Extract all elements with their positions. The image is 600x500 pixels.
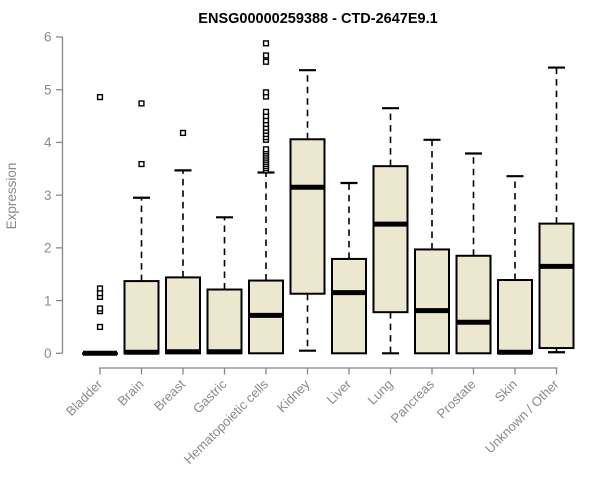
box-group-skin [497,175,533,355]
x-tick-label-liver: Liver [324,376,355,407]
chart-title: ENSG00000259388 - CTD-2647E9.1 [198,11,437,27]
outlier-point [96,285,104,292]
y-tick-label: 3 [44,188,52,203]
x-tick-label-unknown-other: Unknown / Other [482,376,562,456]
iqr-box [289,138,326,295]
iqr-box [331,257,367,355]
outlier-point [96,93,104,101]
outlier-point [96,323,104,331]
iqr-box [455,254,492,355]
y-tick-label: 0 [44,346,52,361]
box-group-lung [372,107,409,355]
x-tick-label-brain: Brain [115,377,147,409]
outlier-point [138,100,145,107]
outlier-point [96,305,104,312]
iqr-box [123,280,160,355]
x-tick-label-prostate: Prostate [434,377,479,422]
outlier-point [262,52,270,59]
iqr-box [206,288,243,355]
box-group-breast [165,129,201,355]
y-tick-label: 6 [44,30,52,45]
iqr-box [165,276,201,355]
iqr-box [414,248,450,355]
box-group-brain [123,100,160,355]
x-tick-label-pancreas: Pancreas [388,376,438,426]
box-group-unknown-other [538,66,575,354]
x-tick-label-lung: Lung [365,377,396,408]
outlier-point [262,58,270,65]
box-group-prostate [455,152,492,355]
box-group-gastric [206,216,243,355]
iqr-box [538,222,575,350]
box-group-hematopoietic-cells [248,40,284,355]
outlier-point [138,160,145,168]
y-axis-label: Expression [4,163,19,230]
outlier-point [179,129,187,137]
y-tick-label: 2 [44,241,52,256]
y-tick-label: 1 [44,293,52,308]
x-tick-label-kidney: Kidney [274,376,313,415]
y-tick-label: 4 [44,135,52,150]
outlier-point [262,40,270,47]
x-tick-label-breast: Breast [151,376,188,413]
x-tick-label-gastric: Gastric [190,376,230,416]
box-group-kidney [289,69,326,352]
y-tick-label: 5 [44,82,52,97]
box-group-liver [331,181,367,355]
x-tick-label-skin: Skin [492,377,520,405]
x-tick-label-bladder: Bladder [63,376,106,419]
outlier-point [262,108,270,115]
box-group-pancreas [414,138,450,355]
iqr-box [497,279,533,355]
boxes-layer [82,40,575,356]
outlier-point [262,89,270,96]
outlier-point [262,146,270,153]
y-axis: 0 1 2 3 4 5 6 [44,30,64,361]
box-group-bladder [82,93,118,356]
iqr-box [372,165,409,314]
